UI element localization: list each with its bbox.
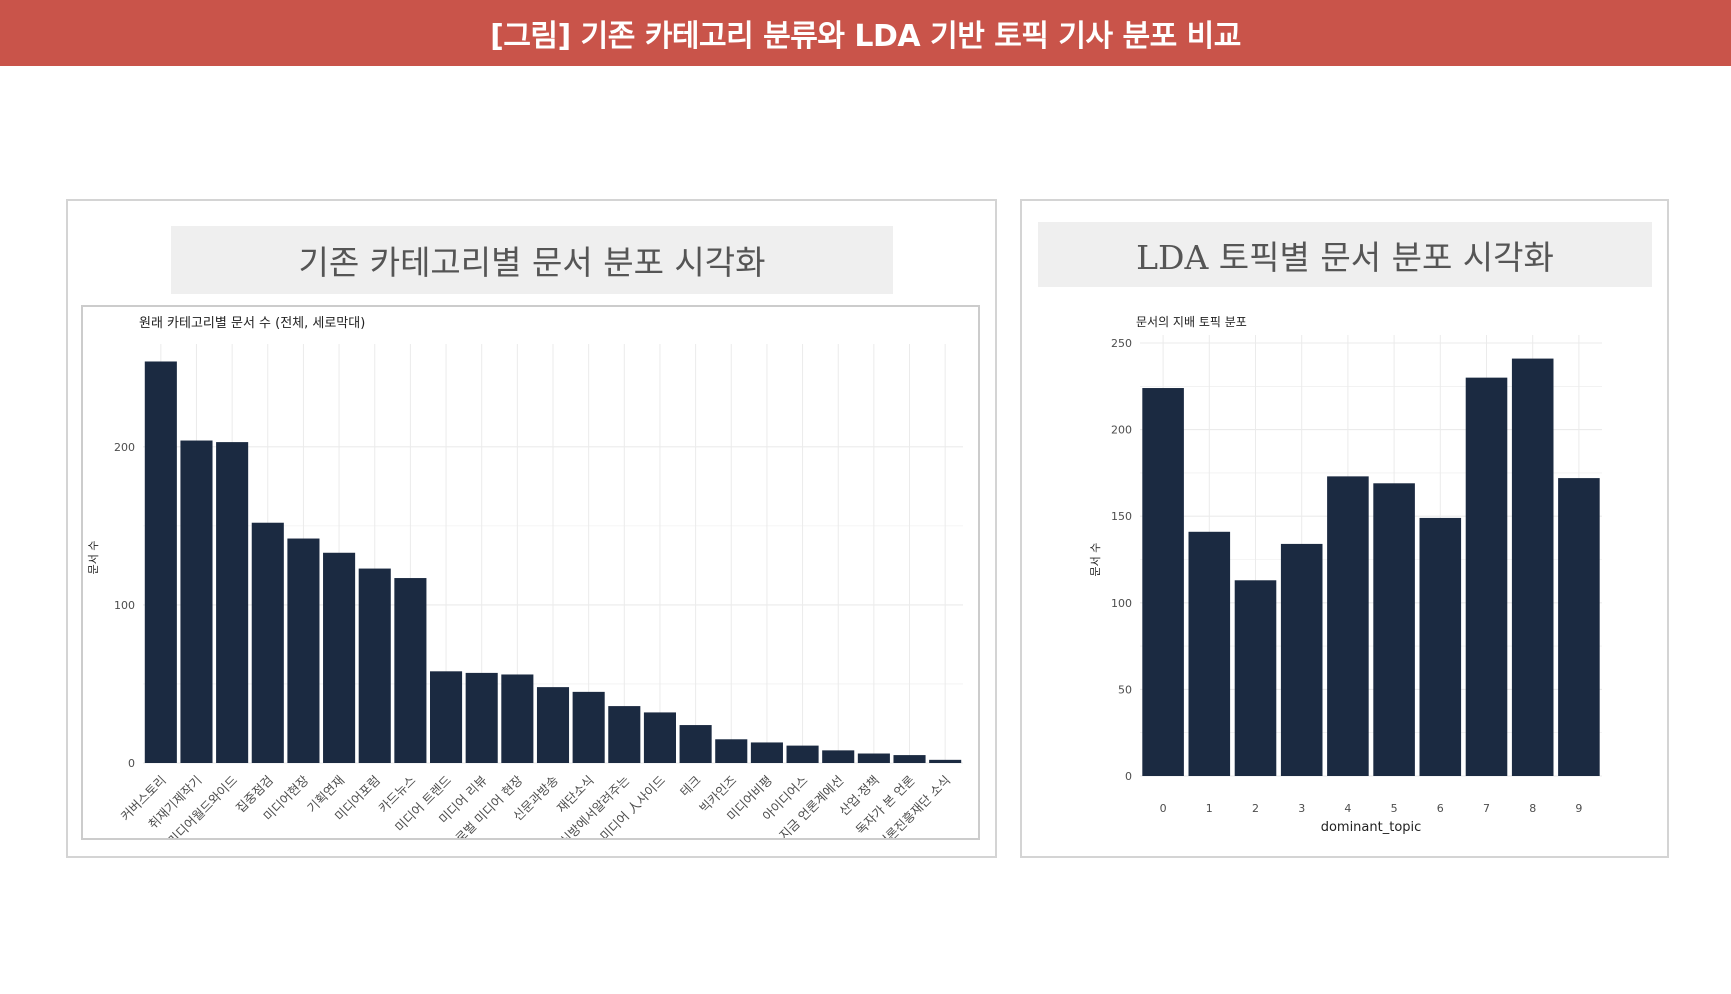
page-banner: [그림] 기존 카테고리 분류와 LDA 기반 토픽 기사 분포 비교	[0, 0, 1731, 66]
bar-7	[1465, 377, 1508, 776]
x-tick-label: 8	[1529, 802, 1536, 815]
bar-독자가 본 언론	[893, 755, 926, 763]
bar-8	[1511, 358, 1554, 776]
category-chart-frame: 0 100 200 커버스토리 취재기제작기 미디어월드와이드 집중점검 미디어현장 기획연재 미…	[81, 305, 980, 867]
x-tick-label: 6	[1437, 802, 1444, 815]
y-tick-label: 50	[1118, 683, 1132, 696]
y-tick-label: 200	[1111, 424, 1132, 437]
bar-미디어 人사이드	[643, 712, 676, 763]
bar-아이디어스	[786, 745, 819, 763]
bar-6	[1419, 517, 1462, 776]
bar-미디어 리뷰	[465, 672, 498, 763]
bar-집중점검	[251, 522, 284, 763]
y-tick-label: 150	[1111, 510, 1132, 523]
x-axis-label: dominant_topic	[1321, 820, 1422, 835]
x-tick-label: 5	[1391, 802, 1398, 815]
bar-신문과방송	[536, 687, 570, 763]
y-axis-label: 문서 수	[1089, 543, 1102, 577]
x-tick-label: 1	[1206, 802, 1213, 815]
bar-미디어비평	[750, 742, 783, 763]
bar-미디어현장	[287, 538, 320, 763]
banner-title: [그림] 기존 카테고리 분류와 LDA 기반 토픽 기사 분포 비교	[490, 19, 1241, 54]
category-bar-chart: 0100200커버스토리취재기제작기미디어월드와이드집중점검미디어현장기획연재미…	[87, 316, 963, 867]
x-tick-label: 0	[1160, 802, 1167, 815]
topic-bar-chart: 0 50 100 150 200 250 0 1 2 3 4 5 6 7 8 9 문서의 지배 토픽 분포문서 …	[1089, 315, 1602, 835]
x-tick-label: 테크	[677, 773, 704, 800]
bar-커버스토리	[144, 361, 177, 763]
y-tick-label: 250	[1111, 337, 1132, 350]
x-tick-label: 4	[1344, 802, 1351, 815]
bar-2	[1234, 580, 1277, 776]
chart-title: 문서의 지배 토픽 분포	[1136, 315, 1247, 329]
bar-미디어월드와이드	[216, 442, 249, 763]
right-panel-title: LDA 토픽별 문서 분포 시각화	[1038, 222, 1652, 287]
bar-빅카인즈	[715, 739, 748, 763]
lda-topic-panel: LDA 토픽별 문서 분포 시각화 0 50 100 150 200 250 0 1 2 3 4 5 6…	[1020, 199, 1669, 858]
y-tick-label: 100	[1111, 597, 1132, 610]
x-tick-label: 7	[1483, 802, 1490, 815]
bar-신방에서알려주는	[608, 706, 641, 763]
bar-3	[1280, 543, 1323, 776]
y-tick-label: 200	[114, 441, 135, 454]
bar-기획연재	[323, 552, 356, 763]
left-panel-title: 기존 카테고리별 문서 분포 시각화	[171, 226, 893, 294]
bar-재단소식	[572, 691, 605, 763]
x-tick-label: 9	[1575, 802, 1582, 815]
bar-미디어포럼	[358, 568, 391, 763]
original-category-panel: 기존 카테고리별 문서 분포 시각화 0 100 200 커버스토리 취재기제작기 미디어…	[66, 199, 997, 867]
x-tick-label: 3	[1298, 802, 1305, 815]
bar-4	[1327, 476, 1369, 776]
bar-글로벌 미디어 현장	[501, 674, 534, 763]
chart-title: 원래 카테고리별 문서 수 (전체, 세로막대)	[139, 316, 365, 331]
bar-미디어 트렌드	[430, 671, 463, 763]
y-axis-label: 문서 수	[87, 541, 100, 575]
bar-카드뉴스	[394, 578, 427, 763]
bar-5	[1373, 483, 1415, 776]
x-tick-label: 2	[1252, 802, 1259, 815]
bar-한국언론진흥재단 소식	[929, 759, 962, 763]
y-tick-label: 0	[128, 757, 135, 770]
bar-지금 언론계에선	[822, 750, 855, 763]
bar-취재기제작기	[180, 440, 213, 763]
y-tick-label: 0	[1125, 770, 1132, 783]
bar-9	[1558, 478, 1600, 776]
y-tick-label: 100	[114, 599, 135, 612]
bar-테크	[679, 725, 712, 763]
bar-0	[1142, 388, 1184, 776]
bar-1	[1188, 531, 1231, 776]
bar-산업·정책	[857, 753, 890, 763]
